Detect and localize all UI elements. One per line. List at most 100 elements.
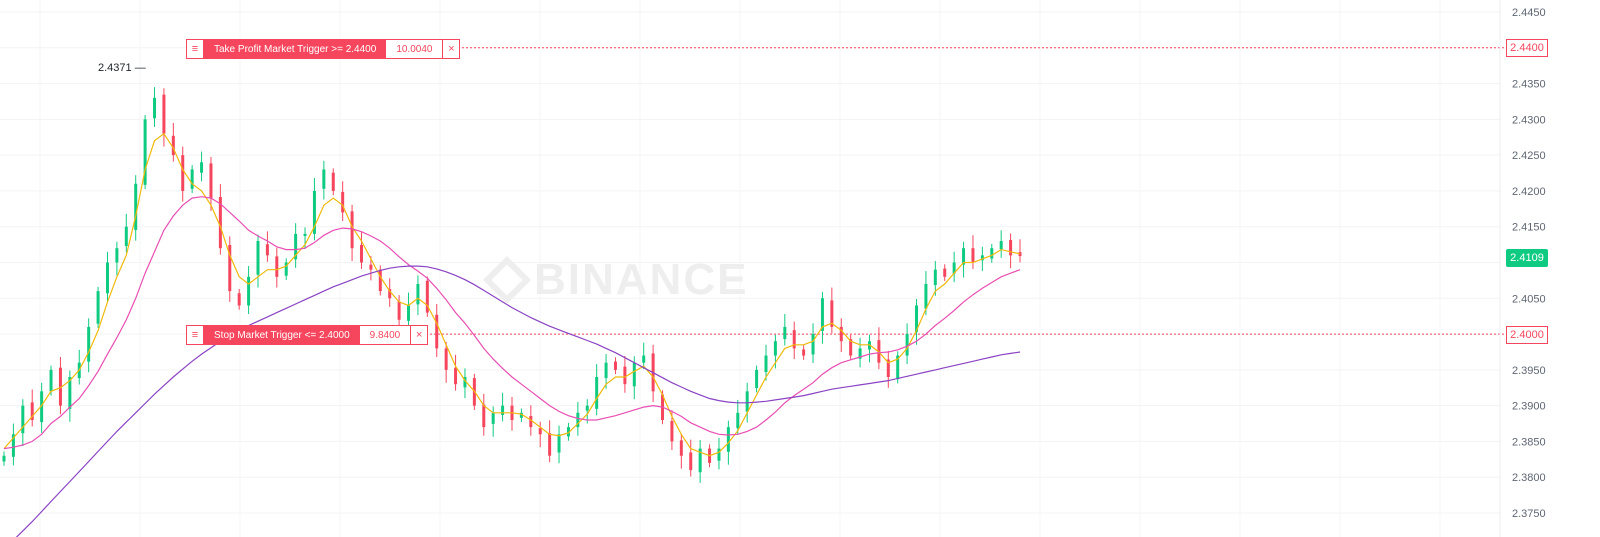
candle-down [1018,252,1022,257]
candle-up [49,369,53,392]
peak-price-value: 2.4371 [98,62,132,74]
candle-down [209,163,213,199]
candle-up [21,405,25,434]
candle-down [275,256,279,277]
candle-down [849,339,853,356]
watermark-text: BINANCE [534,255,749,304]
y-tick-label: 2.4150 [1512,222,1546,234]
candle-down [218,197,222,249]
candle-down [341,192,345,213]
close-icon[interactable]: × [416,329,423,341]
candle-up [962,248,966,265]
candle-down [613,361,617,370]
candle-up [68,377,72,409]
y-tick-label: 2.4350 [1512,79,1546,91]
candle-up [284,262,288,276]
candle-up [698,448,702,473]
candle-up [632,362,636,387]
stop-market-order[interactable]: ≡ Stop Market Trigger <= 2.4000 9.8400 × [186,325,429,345]
candle-down [886,359,890,378]
candle-up [519,412,523,418]
candle-up [322,169,326,189]
y-tick-label: 2.4050 [1512,293,1546,305]
y-tick-label: 2.3800 [1512,472,1546,484]
candle-up [312,190,316,234]
candle-up [858,348,862,359]
candle-up [407,305,411,321]
candle-down [435,314,439,349]
close-icon[interactable]: × [448,43,455,55]
candle-up [755,369,759,389]
candle-up [952,262,956,274]
candle-up [557,434,561,453]
candle-up [115,248,119,263]
candle-down [378,269,382,292]
candle-down [670,421,674,442]
candle-up [924,283,928,309]
drag-handle-icon[interactable]: ≡ [187,326,204,344]
candle-down [162,94,166,134]
candle-down [1009,239,1013,256]
candle-up [999,241,1003,250]
current-price-tag: 2.4109 [1506,249,1548,267]
take-profit-quantity[interactable]: 10.0040 [386,40,444,58]
candle-down [331,172,335,191]
take-profit-price-tag[interactable]: 2.4400 [1506,39,1548,57]
price-axis[interactable]: 2.4450 2.4400 2.4350 2.4300 2.4250 2.4200 2.41… [1499,0,1546,537]
candle-up [416,283,420,305]
candle-up [40,391,44,423]
candle-down [350,211,354,249]
candle-down [971,248,975,263]
candle-up [811,334,815,355]
candle-down [30,402,34,420]
candle-up [303,233,307,237]
candle-down [425,280,429,313]
candle-up [96,291,100,324]
y-tick-label: 2.4450 [1512,7,1546,19]
stop-market-quantity[interactable]: 9.8400 [360,326,412,344]
candle-down [538,428,542,435]
y-tick-label: 2.4200 [1512,186,1546,198]
candle-down [623,366,627,385]
candle-up [717,448,721,461]
candle-down [397,301,401,320]
candle-down [265,244,269,256]
candle-down [444,348,448,370]
y-tick-label: 2.3750 [1512,508,1546,520]
candle-up [595,377,599,409]
candle-up [745,391,749,412]
binance-logo-icon [482,255,532,305]
candle-up [736,412,740,429]
ma-long-line [15,265,1021,537]
candle-down [679,440,683,456]
candle-up [764,355,768,373]
candle-down [171,135,175,156]
drag-handle-icon[interactable]: ≡ [187,40,204,58]
candle-down [529,416,533,428]
candle-up [190,169,194,189]
candle-up [153,97,157,119]
candle-up [501,405,505,415]
y-tick-label: 2.4300 [1512,114,1546,126]
candle-up [896,355,900,380]
candle-up [134,183,138,230]
candle-up [105,262,109,294]
peak-marker: — [134,62,146,74]
chart-grid [0,11,1500,514]
candle-down [228,244,232,292]
candle-up [566,427,570,437]
candle-down [689,452,693,471]
candle-up [915,305,919,332]
take-profit-order[interactable]: ≡ Take Profit Market Trigger >= 2.4400 1… [186,39,461,59]
candle-down [839,326,843,342]
stop-price-tag[interactable]: 2.4000 [1506,326,1548,344]
candle-down [454,367,458,385]
candle-down [792,330,796,349]
candle-down [943,268,947,277]
binance-watermark: BINANCE [482,255,749,305]
candle-down [369,264,373,270]
y-tick-label: 2.3850 [1512,436,1546,448]
candle-down [548,433,552,456]
candle-up [2,455,6,462]
